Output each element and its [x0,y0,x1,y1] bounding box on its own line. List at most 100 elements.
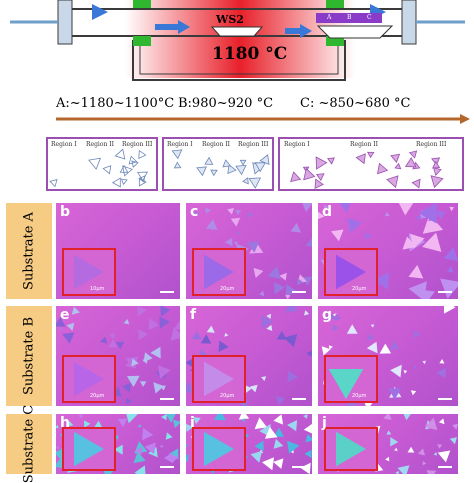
schematic-triangle [173,161,182,169]
crystal-flake [449,206,455,212]
crystal-flake [131,358,139,367]
inset-scale-label: 20μm [352,393,367,399]
crystal-flake [304,310,310,316]
region-label: Region II [350,141,378,148]
crystal-flake [138,329,148,341]
crystal-flake [300,462,311,474]
crystal-flake [304,449,312,458]
crystal-flake [428,216,433,222]
crystal-flake [108,339,118,348]
crystal-flake [144,442,156,455]
crystal-flake [158,365,171,379]
crystal-flake [439,359,445,364]
scale-bar [292,291,306,293]
crystal-flake [247,212,254,218]
micrograph-panel-j: j [318,414,458,474]
crystal-flake [339,203,351,213]
crystal-flake [328,345,333,350]
crystal-flake [388,388,402,400]
crystal-flake [143,352,153,362]
micrograph-panel-i: i [186,414,312,474]
crystal-flake [323,205,329,211]
crystal-flake [56,316,66,327]
schematic-triangle [314,178,324,189]
crystal-flake [283,334,298,348]
schematic-panel-c: Region I Region II Region III [278,137,464,191]
schematic-triangle [326,157,335,165]
crystal-flake [205,207,212,214]
crystal-flake [422,214,444,234]
panel-letter: i [190,415,195,431]
schematic-triangle [138,149,147,160]
crystal-flake [408,264,424,279]
micrograph-panel-g: g 20μm [318,306,458,406]
substrate-boat [316,25,394,39]
micrograph-panel-c: c 20μm [186,203,312,299]
crystal-flake [333,313,342,321]
schematic-panel-b: Region I Region II Region III [162,137,274,191]
crystal-flake [287,370,298,383]
crystal-flake [407,446,415,453]
crystal-flake [394,447,398,452]
crystal-flake [436,367,446,379]
region-label: Region III [122,141,153,148]
inset-crystal [328,369,364,399]
zoom-inset: 20μm [324,248,378,296]
zoom-inset: 20μm [62,355,116,403]
crystal-flake [64,418,68,423]
crystal-flake [303,414,308,419]
scale-bar [160,466,174,468]
schematic-triangle [394,162,402,170]
schematic-triangle [315,173,325,182]
region-label: Region I [167,141,193,148]
panel-letter: f [190,307,197,323]
crystal-flake [206,325,215,333]
crystal-flake [417,448,426,456]
schematic-triangle [432,160,441,169]
crystal-flake [194,211,199,216]
inset-crystal [336,254,366,290]
crystal-flake [373,272,390,290]
crystal-flake [224,332,229,337]
crystal-flake [69,309,73,313]
crystal-flake [424,417,438,431]
zoom-inset: 20μm [324,355,378,403]
crystal-flake [318,211,325,220]
crystal-flake [172,419,180,429]
crystal-flake [113,434,119,440]
scale-bar [160,291,174,293]
micrograph-panel-f: f 20μm [186,306,312,406]
crystal-flake [67,420,74,427]
schematic-triangle [128,155,138,165]
crystal-flake [386,430,392,435]
schematic-triangle [88,157,102,170]
panel-letter: e [60,307,70,323]
crystal-flake [186,443,188,448]
schematic-triangle [303,167,316,181]
schematic-triangle [204,156,214,165]
schematic-triangle [196,166,207,177]
schematic-triangle [315,156,328,170]
panel-letter: h [60,415,70,431]
crystal-flake [275,396,285,406]
crystal-flake [444,306,456,314]
micrograph-panel-d: d 20μm [318,203,458,299]
crystal-flake [449,437,457,445]
inset-crystal [74,431,104,467]
crystal-flake [170,327,180,341]
region-label: Region I [51,141,77,148]
crystal-flake [254,440,264,452]
crystal-flake [422,461,427,466]
crystal-flake [302,203,312,212]
crystal-flake [186,454,189,462]
crystal-flake [290,222,301,233]
crystal-flake [347,218,362,233]
crystal-flake [384,212,390,217]
crystal-flake [253,267,264,278]
schematic-triangle [239,159,247,166]
schematic-triangle [138,175,145,183]
crystal-flake [331,229,344,242]
crystal-flake [161,414,167,421]
region-label: Region II [202,141,230,148]
crystal-flake [261,376,267,382]
